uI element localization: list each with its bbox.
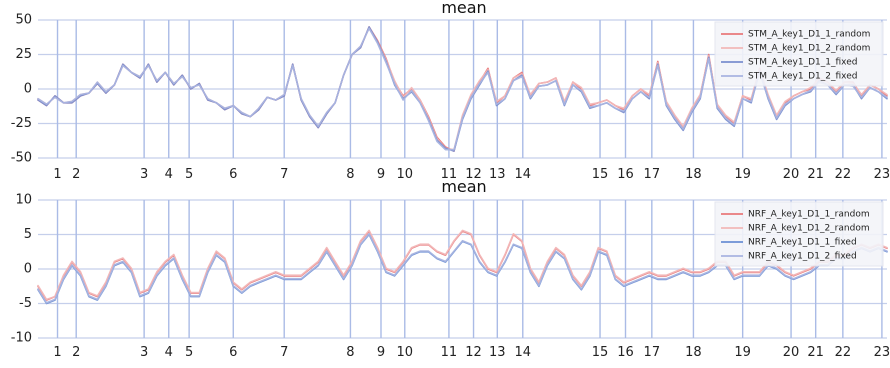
- event-marker-label: 18: [685, 167, 702, 182]
- y-tick-label: 10: [15, 193, 32, 208]
- event-marker-label: 16: [617, 167, 634, 182]
- event-marker-label: 23: [874, 345, 890, 360]
- y-tick-label: 0: [24, 262, 32, 277]
- event-marker-label: 15: [592, 167, 609, 182]
- event-marker-label: 2: [72, 345, 80, 360]
- legend-entry: NRF_A_key1_D1_1_random: [748, 210, 870, 220]
- event-marker-label: 7: [280, 167, 288, 182]
- event-marker-label: 4: [165, 167, 173, 182]
- legend: STM_A_key1_D1_1_random STM_A_key1_D1_2_ra…: [714, 21, 884, 87]
- event-marker-label: 6: [229, 167, 237, 182]
- event-marker-label: 10: [396, 167, 413, 182]
- series-line: [37, 229, 888, 301]
- event-marker-label: 20: [783, 345, 800, 360]
- event-marker-label: 7: [280, 345, 288, 360]
- y-tick-label: 5: [24, 227, 32, 242]
- event-marker-label: 9: [377, 167, 385, 182]
- event-marker-label: 15: [592, 345, 609, 360]
- legend-entry: STM_A_key1_D1_2_random: [748, 44, 870, 54]
- event-marker-label: 1: [53, 345, 61, 360]
- event-marker-label: 3: [140, 167, 148, 182]
- legend-entry: STM_A_key1_D1_1_random: [748, 30, 870, 40]
- event-marker-label: 8: [346, 167, 354, 182]
- event-marker-label: 12: [465, 345, 482, 360]
- event-marker-label: 19: [734, 345, 751, 360]
- event-marker-label: 2: [72, 167, 80, 182]
- y-tick-label: -25: [11, 116, 32, 131]
- event-marker-label: 10: [396, 345, 413, 360]
- legend: NRF_A_key1_D1_1_random NRF_A_key1_D1_2_ra…: [714, 201, 884, 267]
- event-marker-label: 11: [441, 167, 458, 182]
- event-marker-label: 21: [807, 167, 824, 182]
- event-marker-label: 18: [685, 345, 702, 360]
- event-marker-label: 22: [835, 167, 852, 182]
- event-marker-label: 14: [515, 167, 532, 182]
- y-tick-label: 50: [15, 13, 32, 28]
- series-line: [37, 233, 888, 304]
- event-marker-label: 21: [807, 345, 824, 360]
- legend-entry: NRF_A_key1_D1_1_fixed: [748, 238, 857, 248]
- chart-title: mean: [441, 0, 486, 17]
- event-marker-label: 13: [489, 345, 506, 360]
- event-marker-label: 20: [783, 167, 800, 182]
- y-tick-label: 0: [24, 82, 32, 97]
- y-tick-label: -5: [19, 296, 32, 311]
- event-marker-label: 22: [835, 345, 852, 360]
- event-marker-label: 5: [185, 167, 193, 182]
- event-marker-label: 19: [734, 167, 751, 182]
- chart-title: mean: [441, 177, 486, 196]
- y-tick-label: 25: [15, 47, 32, 62]
- event-marker-label: 11: [441, 345, 458, 360]
- event-marker-label: 9: [377, 345, 385, 360]
- event-marker-label: 6: [229, 345, 237, 360]
- y-tick-label: -10: [11, 331, 32, 346]
- event-marker-label: 4: [165, 345, 173, 360]
- event-marker-label: 5: [185, 345, 193, 360]
- legend-entry: NRF_A_key1_D1_2_random: [748, 224, 870, 234]
- event-marker-label: 23: [874, 167, 890, 182]
- event-marker-label: 17: [644, 345, 661, 360]
- event-marker-label: 12: [465, 167, 482, 182]
- y-tick-label: -50: [11, 151, 32, 166]
- event-marker-label: 14: [515, 345, 532, 360]
- event-marker-label: 1: [53, 167, 61, 182]
- event-marker-label: 8: [346, 345, 354, 360]
- event-marker-label: 13: [489, 167, 506, 182]
- legend-entry: NRF_A_key1_D1_2_fixed: [748, 252, 857, 262]
- legend-entry: STM_A_key1_D1_1_fixed: [748, 58, 857, 68]
- event-marker-label: 3: [140, 345, 148, 360]
- legend-entry: STM_A_key1_D1_2_fixed: [748, 72, 857, 82]
- event-marker-label: 17: [644, 167, 661, 182]
- series-line: [37, 27, 888, 151]
- event-marker-label: 16: [617, 345, 634, 360]
